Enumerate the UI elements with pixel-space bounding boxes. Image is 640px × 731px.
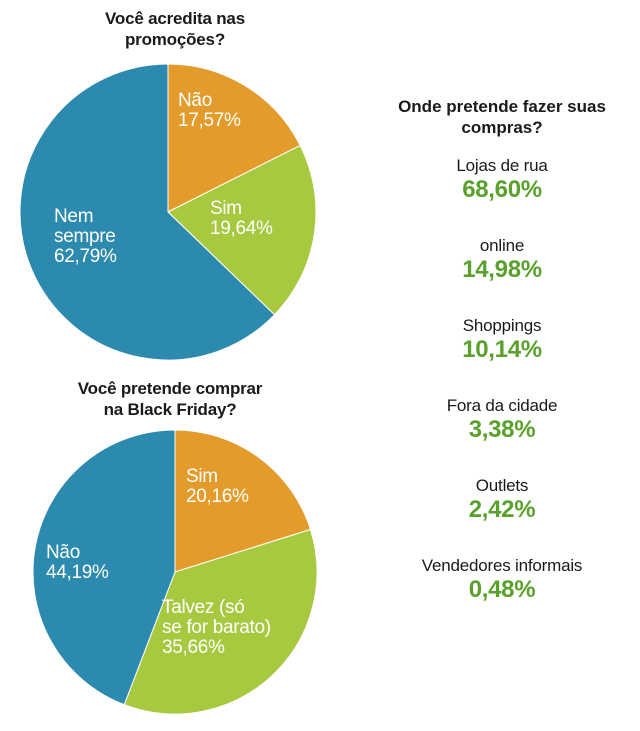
item-label: Vendedores informais — [421, 556, 583, 575]
pie-slice — [167, 63, 301, 213]
item-value: 0,48% — [468, 576, 536, 603]
item-label: online — [479, 236, 525, 255]
pie1-title-line: Você acredita nas — [105, 9, 245, 28]
slice-label: Não 44,19% — [46, 542, 109, 583]
list-item: Shoppings 10,14% — [362, 316, 640, 396]
slice-label: Sim 19,64% — [210, 198, 273, 239]
slice-label-line: sempre — [54, 226, 116, 247]
pie1-title-line: promoções? — [124, 30, 226, 49]
pie-chart-black-friday: Sim 20,16% Talvez (só se for barato) 35,66% N… — [32, 429, 318, 715]
shopping-locations-list: Onde pretende fazer suas compras? Lojas … — [362, 96, 640, 636]
pie-slice — [19, 63, 276, 361]
slice-label-line: Sim — [186, 466, 218, 487]
pie-slice — [167, 144, 317, 316]
item-value: 68,60% — [462, 176, 542, 203]
slice-label-line: Não — [46, 542, 80, 563]
slice-label-line: Talvez (só — [162, 597, 245, 618]
slice-label-line: 62,79% — [54, 246, 117, 267]
slice-label-line: 20,16% — [186, 486, 249, 507]
slice-label: Sim 20,16% — [186, 466, 249, 507]
slice-label: Talvez (só se for barato) 35,66% — [162, 597, 271, 658]
pie-slice — [32, 429, 176, 706]
slice-label-line: 17,57% — [178, 110, 241, 131]
slice-label-line: Não — [178, 90, 212, 111]
list-item: Vendedores informais 0,48% — [362, 556, 640, 636]
item-value: 14,98% — [462, 256, 542, 283]
slice-label-line: 35,66% — [162, 637, 225, 658]
slice-label-line: Sim — [210, 198, 242, 219]
item-label: Shoppings — [462, 316, 542, 335]
pie2-title-line: Você pretende comprar — [77, 379, 263, 398]
pie-slice — [123, 528, 318, 715]
pie2-title-line: na Black Friday? — [103, 400, 237, 419]
item-label: Lojas de rua — [456, 156, 548, 175]
list-item: online 14,98% — [362, 236, 640, 316]
item-value: 10,14% — [462, 336, 542, 363]
item-value: 3,38% — [468, 416, 536, 443]
pie-slice — [174, 429, 312, 573]
list-title: Onde pretende fazer suas compras? — [362, 96, 640, 138]
item-label: Outlets — [475, 476, 529, 495]
pie2-title: Você pretende comprar na Black Friday? — [20, 378, 320, 420]
slice-label-line: se for barato) — [162, 617, 271, 638]
pie-chart-promocoes: Não 17,57% Sim 19,64% Nem sempre 62,79% — [19, 63, 317, 361]
list-title-line: Onde pretende fazer suas — [398, 97, 606, 116]
list-title-line: compras? — [461, 118, 543, 137]
slice-label-line: 19,64% — [210, 218, 273, 239]
item-value: 2,42% — [468, 496, 536, 523]
list-item: Lojas de rua 68,60% — [362, 156, 640, 236]
list-item: Fora da cidade 3,38% — [362, 396, 640, 476]
slice-label: Nem sempre 62,79% — [54, 206, 117, 267]
slice-label-line: 44,19% — [46, 562, 109, 583]
slice-label: Não 17,57% — [178, 90, 241, 131]
slice-label-line: Nem — [54, 206, 93, 227]
pie1-title: Você acredita nas promoções? — [60, 8, 290, 50]
item-label: Fora da cidade — [446, 396, 558, 415]
list-item: Outlets 2,42% — [362, 476, 640, 556]
